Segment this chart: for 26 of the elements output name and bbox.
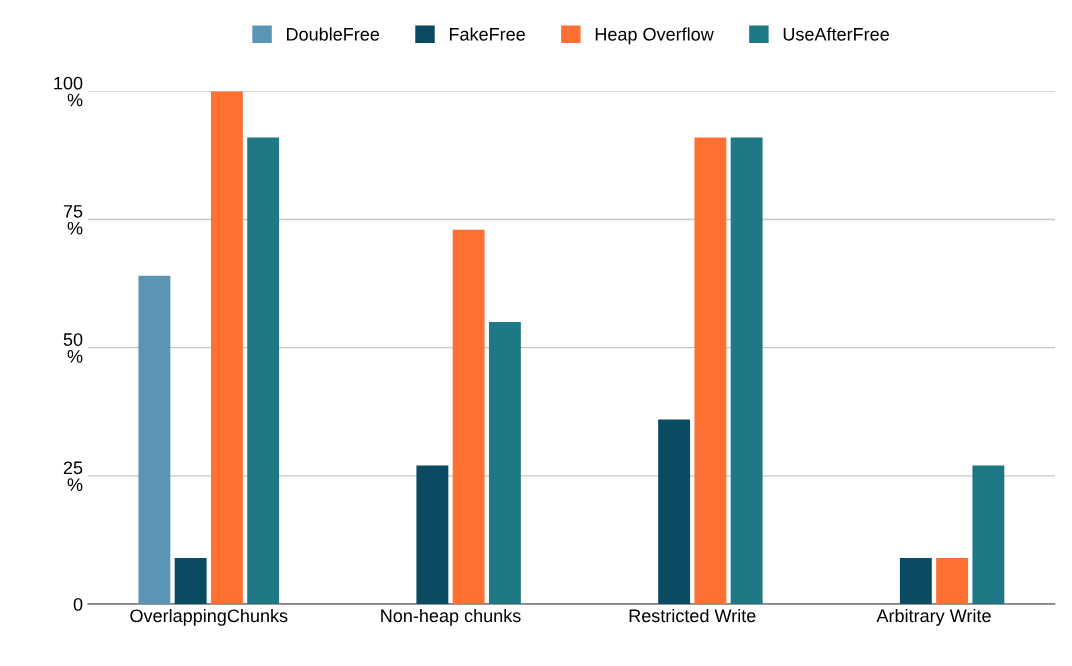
y-tick-label: 75 %: [63, 205, 83, 235]
legend-label: FakeFree: [449, 27, 525, 41]
bar: [972, 465, 1005, 605]
bar: [730, 137, 763, 605]
bar: [658, 419, 691, 605]
bar: [210, 91, 243, 605]
bar: [452, 229, 485, 605]
x-tick-label: Arbitrary Write: [876, 608, 991, 626]
bar: [936, 557, 969, 605]
legend-label: UseAfterFree: [783, 27, 889, 41]
x-tick-label: Non-heap chunks: [381, 608, 521, 626]
bar: [899, 557, 932, 605]
bar: [247, 137, 280, 605]
bar: [488, 322, 521, 605]
legend-label: DoubleFree: [287, 27, 380, 41]
x-tick-label: OverlappingChunks: [130, 608, 288, 626]
bar: [694, 137, 727, 605]
bar: [138, 275, 171, 605]
x-tick-label: Restricted Write: [629, 608, 756, 623]
y-tick-label: 100 %: [54, 76, 83, 107]
legend-label: Heap Overflow: [595, 27, 714, 45]
y-tick-label: 50 %: [63, 333, 83, 363]
bar: [416, 465, 449, 605]
bar: [174, 557, 207, 605]
y-tick-label: 25 %: [63, 461, 83, 491]
y-tick-label: 0: [73, 598, 83, 611]
